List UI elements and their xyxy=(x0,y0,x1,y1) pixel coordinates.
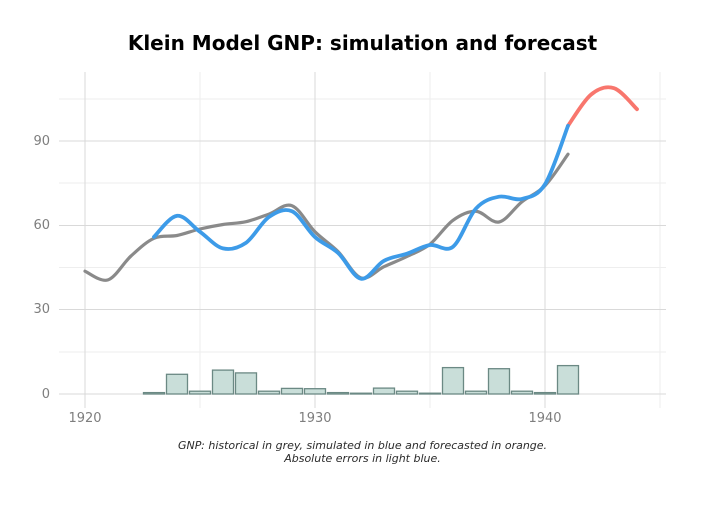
y-tick-label: 90 xyxy=(33,133,50,149)
error-bar xyxy=(349,392,373,395)
error-bar xyxy=(165,373,189,395)
plot-panel xyxy=(59,72,666,408)
error-bar xyxy=(395,390,419,395)
error-bar xyxy=(257,390,281,395)
error-bar xyxy=(303,388,327,395)
error-bar xyxy=(142,391,166,395)
error-bar xyxy=(556,364,580,395)
y-tick-label: 60 xyxy=(33,217,50,233)
historical-line xyxy=(83,152,570,282)
caption-line-2: Absolute errors in light blue. xyxy=(284,452,441,465)
plot-svg xyxy=(59,72,666,408)
error-bar xyxy=(441,366,465,395)
error-bar xyxy=(326,391,350,395)
simulated-line xyxy=(152,123,570,281)
error-bar xyxy=(510,390,534,395)
x-tick-label: 1930 xyxy=(298,411,332,426)
error-bar xyxy=(372,387,396,395)
error-bar xyxy=(418,392,442,395)
error-bar xyxy=(464,390,488,395)
error-bar xyxy=(533,391,557,395)
error-bar xyxy=(211,369,235,395)
error-bar xyxy=(188,390,212,395)
x-tick-label: 1920 xyxy=(68,411,102,426)
y-tick-label: 0 xyxy=(41,386,50,402)
chart-caption: GNP: historical in grey, simulated in bl… xyxy=(59,439,666,465)
error-bar xyxy=(487,368,511,395)
caption-line-1: GNP: historical in grey, simulated in bl… xyxy=(177,439,548,452)
forecast-line xyxy=(566,85,639,128)
chart-title: Klein Model GNP: simulation and forecast xyxy=(127,31,598,55)
x-tick-label: 1940 xyxy=(528,411,562,426)
y-tick-label: 30 xyxy=(33,302,50,318)
error-bar xyxy=(280,387,304,395)
error-bar xyxy=(234,372,258,395)
